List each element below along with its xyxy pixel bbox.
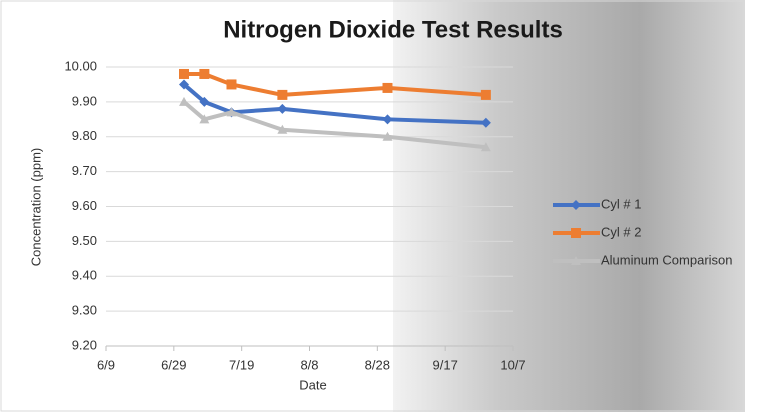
marker — [481, 90, 491, 100]
x-tick-label: 7/19 — [229, 357, 254, 372]
y-axis-label: Concentration (ppm) — [28, 148, 43, 267]
x-tick-label: 10/7 — [500, 357, 525, 372]
legend-label: Cyl # 1 — [601, 196, 641, 211]
marker — [277, 90, 287, 100]
page: Nitrogen Dioxide Test Results Concentrat… — [0, 0, 760, 417]
legend-label: Aluminum Comparison — [601, 252, 733, 267]
y-tick-label: 9.20 — [72, 337, 97, 352]
y-tick-label: 9.30 — [72, 303, 97, 318]
marker — [571, 228, 581, 238]
x-tick-label: 6/9 — [97, 357, 115, 372]
x-tick-label: 8/28 — [365, 357, 390, 372]
marker — [226, 79, 236, 89]
x-tick-label: 8/8 — [300, 357, 318, 372]
marker — [179, 69, 189, 79]
marker — [199, 69, 209, 79]
y-tick-label: 9.60 — [72, 198, 97, 213]
y-tick-label: 10.00 — [64, 58, 97, 73]
x-tick-label: 9/17 — [433, 357, 458, 372]
chart-title: Nitrogen Dioxide Test Results — [223, 16, 563, 43]
legend-label: Cyl # 2 — [601, 224, 641, 239]
y-tick-label: 9.40 — [72, 268, 97, 283]
chart: Nitrogen Dioxide Test Results Concentrat… — [0, 0, 760, 412]
y-tick-label: 9.50 — [72, 233, 97, 248]
y-tick-label: 9.90 — [72, 93, 97, 108]
x-tick-label: 6/29 — [161, 357, 186, 372]
marker — [383, 83, 393, 93]
y-tick-label: 9.80 — [72, 128, 97, 143]
x-axis-label: Date — [299, 377, 326, 392]
y-tick-label: 9.70 — [72, 163, 97, 178]
